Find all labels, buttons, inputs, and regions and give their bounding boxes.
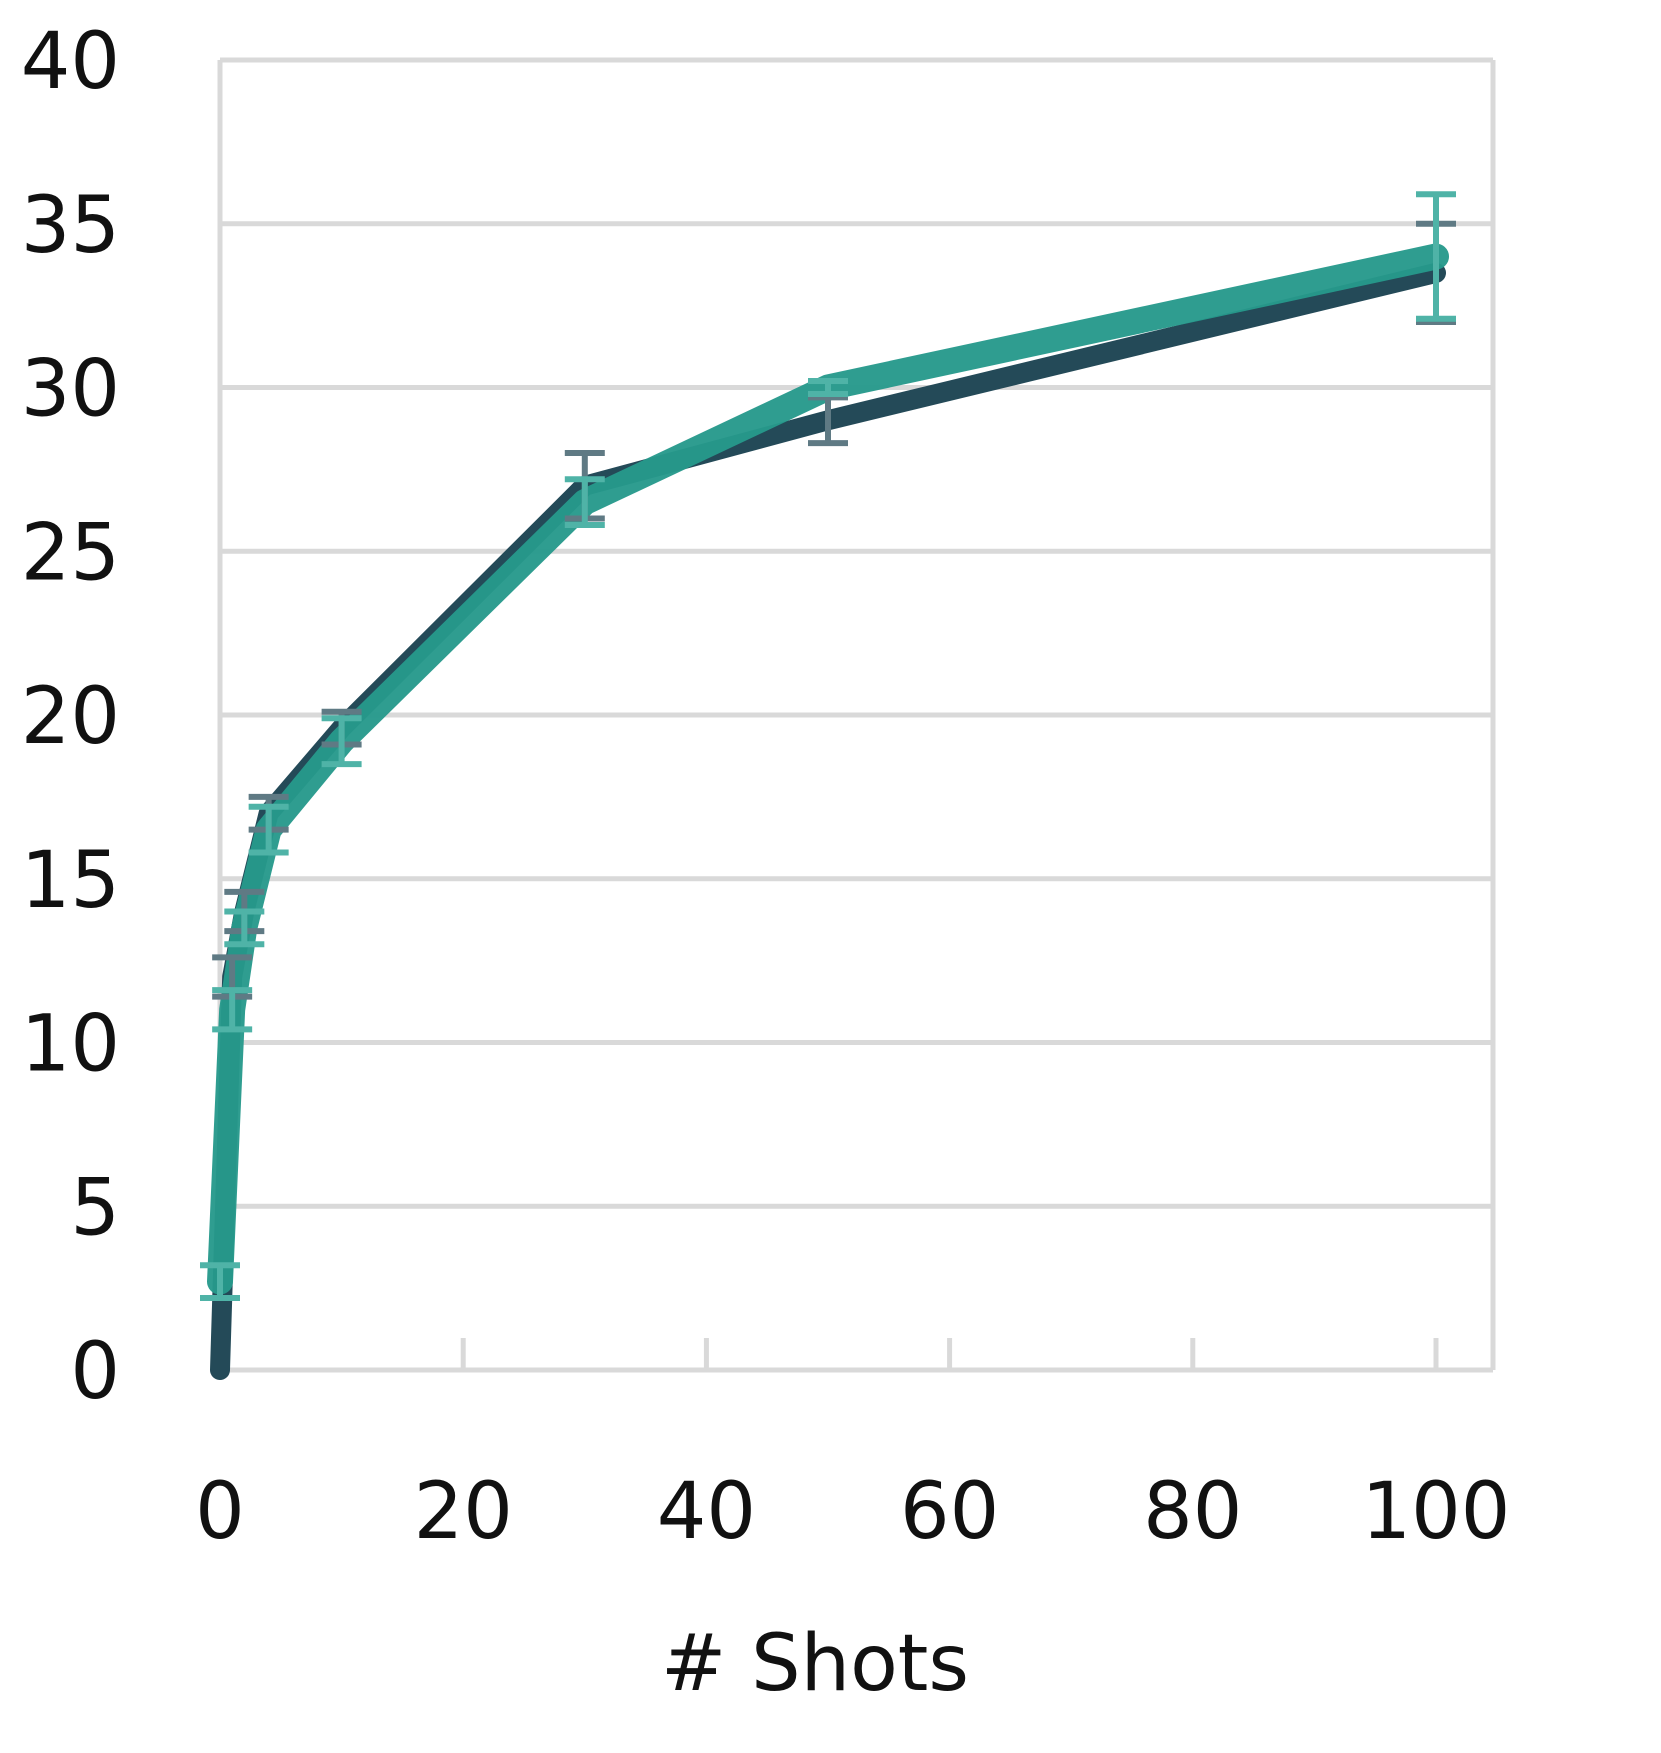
y-tick-label: 0	[70, 1327, 120, 1417]
x-tick-label: 80	[1143, 1467, 1242, 1557]
y-tick-label: 25	[21, 508, 120, 598]
error-bar	[808, 377, 848, 398]
x-tick-label: 0	[195, 1467, 245, 1557]
y-tick-label: 15	[21, 836, 120, 926]
y-tick-labels: 0 5 10 15 20 25 30 35 40	[21, 17, 120, 1417]
y-tick-label: 10	[21, 1000, 120, 1090]
y-tick-label: 30	[21, 345, 120, 435]
error-bar	[224, 908, 265, 948]
x-tick-label: 100	[1362, 1467, 1511, 1557]
x-tick-label: 40	[657, 1467, 756, 1557]
x-tick-labels: 0 20 40 60 80 100	[195, 1467, 1510, 1557]
x-tick-label: 20	[414, 1467, 513, 1557]
y-tick-label: 5	[70, 1163, 120, 1253]
y-tick-label: 20	[21, 672, 120, 762]
y-tick-label: 40	[21, 17, 120, 107]
error-bars	[200, 191, 1456, 1301]
error-bar	[212, 987, 253, 1033]
error-bar	[1416, 191, 1456, 322]
x-axis-title: # Shots	[661, 1619, 969, 1709]
error-bar	[808, 394, 848, 447]
error-bar	[321, 715, 362, 768]
error-bar	[564, 476, 605, 529]
error-bar	[248, 803, 289, 856]
y-tick-label: 35	[21, 181, 120, 271]
error-bar	[200, 1262, 240, 1301]
x-tick-label: 60	[900, 1467, 999, 1557]
